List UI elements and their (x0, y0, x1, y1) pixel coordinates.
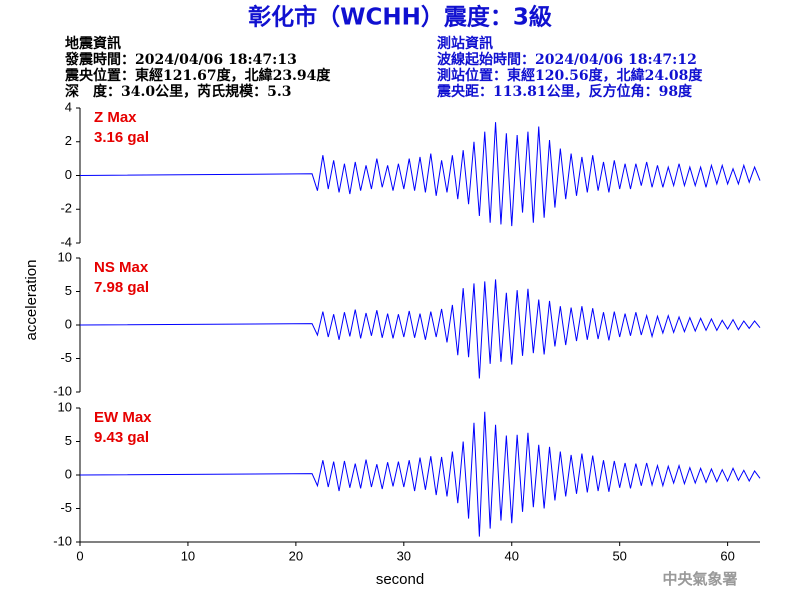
y-tick-label: 5 (65, 283, 72, 298)
y-tick-label: -5 (60, 350, 72, 365)
y-tick-label: 0 (65, 466, 72, 481)
y-tick-label: -5 (60, 500, 72, 515)
x-tick-label: 20 (289, 548, 303, 563)
x-tick-label: 0 (76, 548, 83, 563)
y-tick-label: 2 (65, 133, 72, 148)
x-tick-label: 60 (720, 548, 734, 563)
info-line: 地震資訊 (65, 35, 121, 52)
panel-label: EW Max (94, 409, 152, 426)
y-tick-label: 0 (65, 167, 72, 182)
info-line: 測站位置：東經120.56度，北緯24.08度 (437, 67, 703, 84)
footer: 中央氣象署 (662, 570, 737, 588)
y-tick-label: -10 (53, 533, 72, 548)
panel-max: 9.43 gal (94, 429, 149, 446)
y-tick-label: 5 (65, 433, 72, 448)
title: 彰化市（WCHH）震度：3級 (248, 4, 552, 31)
x-tick-label: 50 (612, 548, 626, 563)
panel-label: NS Max (94, 259, 149, 276)
x-tick-label: 10 (181, 548, 195, 563)
y-tick-label: 0 (65, 316, 72, 331)
panel-label: Z Max (94, 109, 137, 126)
panel-max: 3.16 gal (94, 129, 149, 146)
y-tick-label: 4 (65, 99, 72, 114)
y-tick-label: -2 (60, 201, 72, 216)
info-line: 測站資訊 (437, 35, 493, 52)
y-tick-label: 10 (58, 249, 72, 264)
y-axis-label: acceleration (23, 260, 40, 341)
waveform (79, 411, 761, 537)
waveform (79, 122, 761, 227)
info-line: 震央位置：東經121.67度，北緯23.94度 (64, 67, 331, 84)
x-tick-label: 40 (505, 548, 519, 563)
waveform (79, 279, 761, 379)
x-tick-label: 30 (397, 548, 411, 563)
y-tick-label: -10 (53, 383, 72, 398)
x-axis-label: second (376, 571, 424, 588)
info-line: 深 度：34.0公里，芮氏規模：5.3 (65, 83, 291, 100)
y-tick-label: 10 (58, 399, 72, 414)
info-line: 波線起始時間：2024/04/06 18:47:12 (437, 51, 697, 68)
info-line: 震央距：113.81公里，反方位角：98度 (436, 83, 693, 100)
panel-max: 7.98 gal (94, 279, 149, 296)
y-tick-label: -4 (60, 234, 72, 249)
info-line: 發震時間：2024/04/06 18:47:13 (64, 51, 297, 68)
